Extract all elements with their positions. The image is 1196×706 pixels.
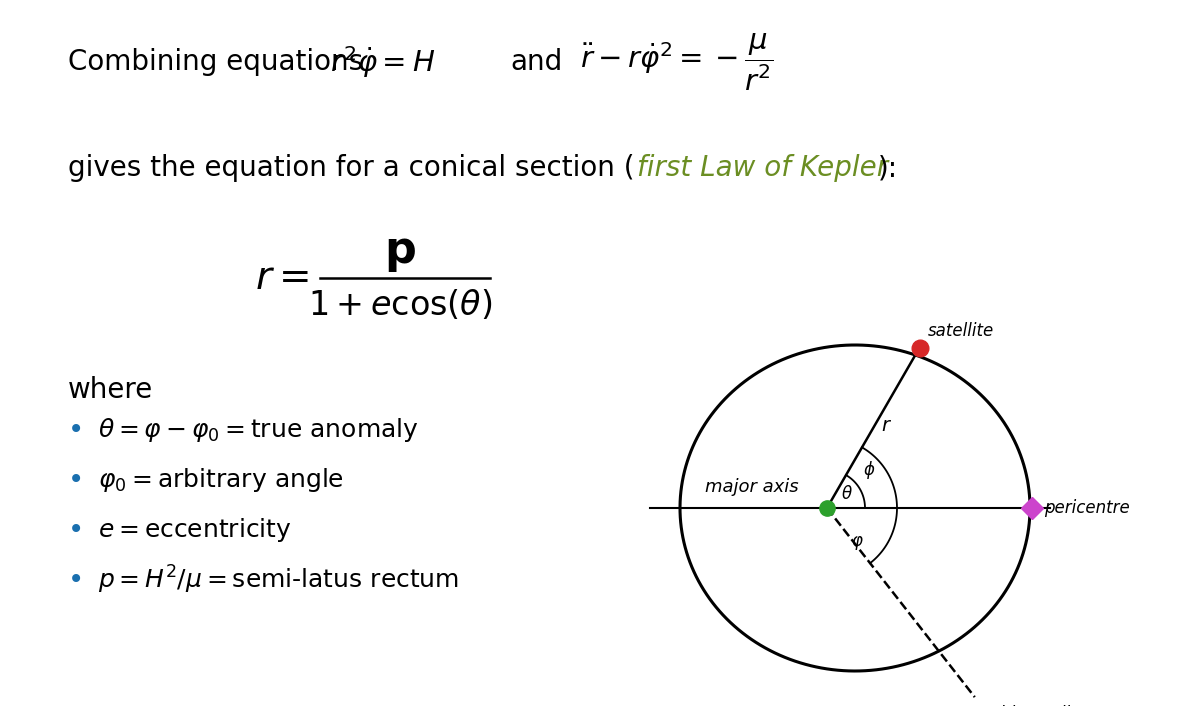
Text: $\mathbf{p}$: $\mathbf{p}$: [384, 230, 416, 273]
Text: $\ddot{r} - r\dot{\varphi}^{2} = -\dfrac{\mu}{r^{2}}$: $\ddot{r} - r\dot{\varphi}^{2} = -\dfrac…: [580, 32, 774, 92]
Text: $\theta = \varphi - \varphi_0 = \mathrm{true\ anomaly}$: $\theta = \varphi - \varphi_0 = \mathrm{…: [98, 416, 419, 444]
Text: where: where: [68, 376, 153, 404]
Text: $\varphi_0 = \mathrm{arbitrary\ angle}$: $\varphi_0 = \mathrm{arbitrary\ angle}$: [98, 466, 344, 494]
Text: •: •: [68, 416, 84, 444]
Text: $r^{2}\dot{\varphi} = H$: $r^{2}\dot{\varphi} = H$: [330, 44, 435, 80]
Text: Combining equations: Combining equations: [68, 48, 364, 76]
Text: major axis: major axis: [704, 478, 799, 496]
Text: pericentre: pericentre: [1044, 499, 1130, 517]
Text: •: •: [68, 516, 84, 544]
Text: $\phi$: $\phi$: [862, 459, 875, 481]
Text: $p = H^2/\mu = \mathrm{semi\text{-}latus\ rectum}$: $p = H^2/\mu = \mathrm{semi\text{-}latus…: [98, 564, 459, 596]
Text: $e = \mathrm{eccentricity}$: $e = \mathrm{eccentricity}$: [98, 516, 292, 544]
Text: •: •: [68, 466, 84, 494]
Text: •: •: [68, 566, 84, 594]
Text: ):: ):: [878, 154, 898, 182]
Text: and: and: [509, 48, 562, 76]
Text: $1 + e\cos(\theta)$: $1 + e\cos(\theta)$: [307, 288, 493, 322]
Text: satellite: satellite: [928, 322, 994, 340]
Text: gives the equation for a conical section (: gives the equation for a conical section…: [68, 154, 635, 182]
Text: arbitrary line: arbitrary line: [983, 705, 1091, 706]
Text: $r =$: $r =$: [255, 259, 309, 297]
Text: $r$: $r$: [881, 417, 892, 436]
Text: $\varphi$: $\varphi$: [850, 534, 864, 552]
Text: $\theta$: $\theta$: [841, 485, 853, 503]
Text: first Law of Kepler: first Law of Kepler: [637, 154, 889, 182]
